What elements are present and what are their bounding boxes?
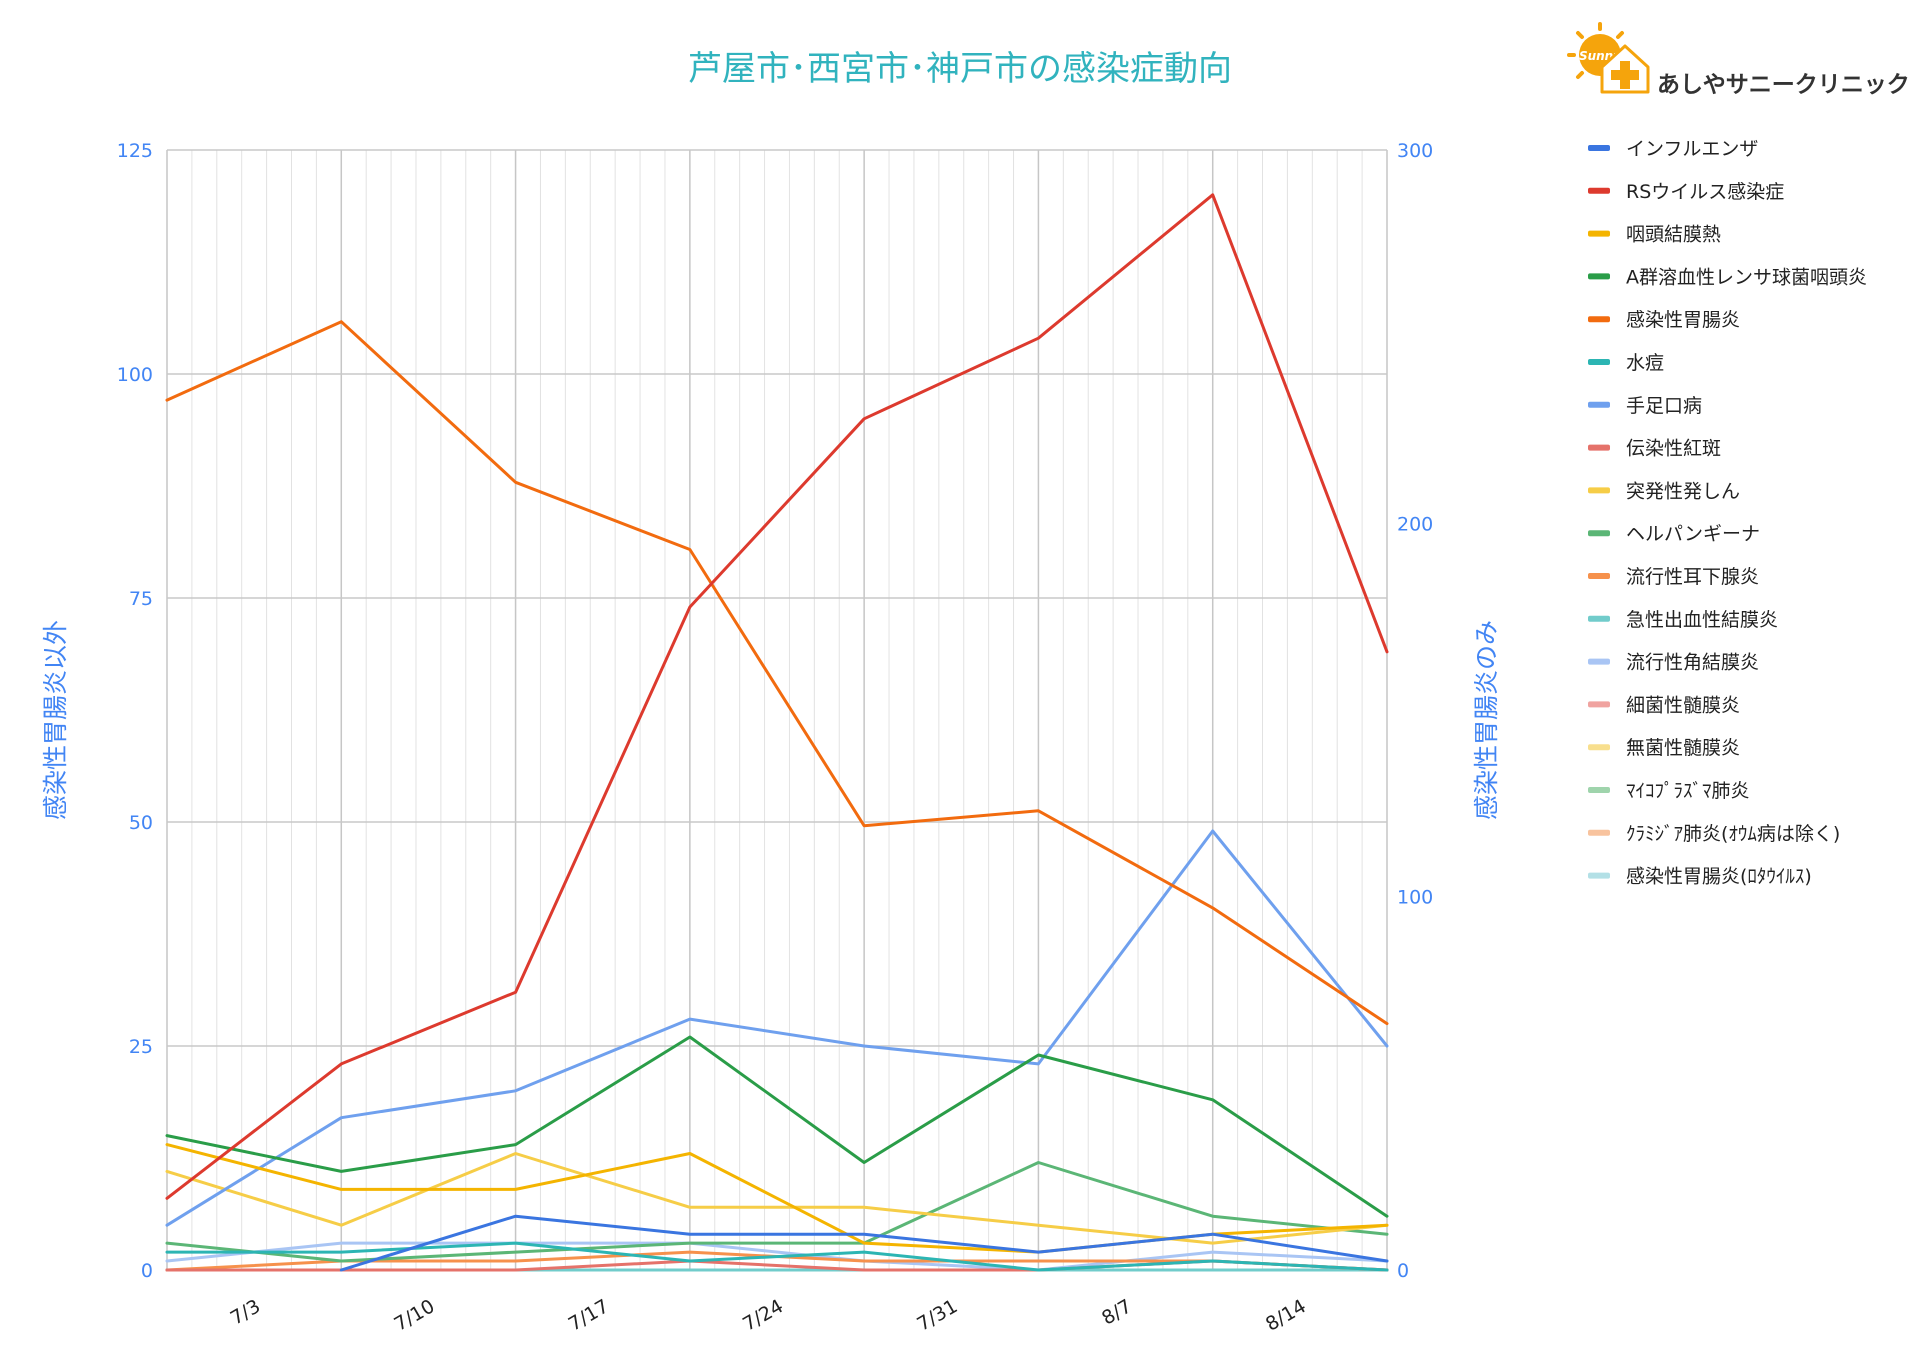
legend-item-label: A群溶血性レンサ球菌咽頭炎: [1626, 266, 1867, 288]
clinic-logo: Sunny あしやサニークリニック: [1567, 22, 1910, 98]
clinic-name: あしやサニークリニック: [1657, 72, 1910, 98]
x-tick-label: 7/31: [913, 1295, 961, 1335]
left-tick-label: 75: [129, 588, 153, 610]
legend-swatch: [1588, 701, 1610, 708]
legend-swatch: [1588, 530, 1610, 537]
series-line: [165, 1241, 1389, 1272]
legend-item-label: 伝染性紅斑: [1626, 438, 1721, 460]
x-axis-ticks: 7/3 7/10 7/17 7/24 7/31 8/7 8/14: [227, 1295, 1310, 1335]
legend-item-label: ヘルパンギーナ: [1626, 523, 1760, 545]
legend-item-label: 水痘: [1626, 352, 1664, 374]
series-line: [165, 829, 1389, 1227]
legend-swatch: [1588, 787, 1610, 793]
right-tick-label: 0: [1397, 1260, 1409, 1282]
legend-swatch: [1588, 658, 1610, 665]
legend-item-label: 細菌性髄膜炎: [1626, 694, 1740, 716]
series-line: [165, 193, 1389, 1200]
legend-item-label: RSウイルス感染症: [1626, 181, 1784, 203]
legend-item-label: 感染性胃腸炎: [1626, 309, 1740, 331]
legend-item-label: 流行性角結膜炎: [1626, 652, 1759, 674]
legend-swatch: [1588, 273, 1610, 280]
left-tick-label: 25: [129, 1036, 153, 1058]
legend-item-label: 感染性胃腸炎(ﾛﾀｳｲﾙｽ): [1626, 866, 1812, 888]
legend-swatch: [1588, 872, 1610, 879]
left-tick-label: 100: [117, 364, 153, 386]
x-tick-label: 8/7: [1098, 1295, 1135, 1329]
series-line: [165, 1035, 1389, 1218]
left-tick-label: 125: [117, 140, 153, 162]
legend-item-label: インフルエンザ: [1626, 138, 1758, 160]
x-tick-label: 7/3: [227, 1295, 264, 1329]
legend-swatch: [1588, 145, 1610, 151]
legend-swatch: [1588, 444, 1610, 451]
legend-swatch: [1588, 829, 1610, 836]
series-lines: [165, 193, 1389, 1272]
legend-swatch: [1588, 487, 1610, 494]
legend-swatch: [1588, 401, 1610, 408]
series-line: [165, 320, 1389, 1026]
legend-item-label: 無菌性髄膜炎: [1626, 737, 1740, 759]
legend-swatch: [1588, 187, 1610, 194]
legend-item-label: 流行性耳下腺炎: [1626, 566, 1759, 588]
series-line: [165, 1152, 1389, 1245]
left-tick-label: 50: [129, 812, 153, 834]
left-axis-title: 感染性胃腸炎以外: [41, 620, 70, 820]
grid: [166, 149, 1388, 1271]
legend-swatch: [1588, 615, 1610, 622]
legend-item-label: 突発性発しん: [1626, 480, 1740, 502]
right-tick-label: 200: [1397, 513, 1433, 535]
right-axis-title: 感染性胃腸炎のみ: [1472, 620, 1501, 820]
series-line: [165, 1241, 1389, 1272]
legend-swatch: [1588, 230, 1610, 237]
right-tick-label: 100: [1397, 887, 1433, 909]
legend-swatch: [1588, 316, 1610, 323]
legend-item-label: 急性出血性結膜炎: [1626, 609, 1778, 631]
legend-swatch: [1588, 573, 1610, 579]
x-tick-label: 7/17: [565, 1295, 613, 1335]
x-tick-label: 8/14: [1262, 1295, 1310, 1335]
legend-swatch: [1588, 359, 1610, 365]
right-axis-ticks: 0 100 200 300: [1397, 140, 1433, 1282]
left-axis-ticks: 0 25 50 75 100 125: [117, 140, 153, 1282]
legend-item-label: 手足口病: [1626, 395, 1702, 417]
left-tick-label: 0: [141, 1260, 153, 1282]
legend-item-label: ｸﾗﾐｼﾞｱ肺炎(ｵｳﾑ病は除く): [1626, 823, 1840, 845]
right-tick-label: 300: [1397, 140, 1433, 162]
legend-swatch: [1588, 744, 1610, 751]
series-line: [339, 1214, 1389, 1272]
series-line: [165, 1161, 1389, 1263]
chart-title: 芦屋市･西宮市･神戸市の感染症動向: [688, 49, 1232, 89]
legend-item-label: ﾏｲｺﾌﾟﾗｽﾞﾏ肺炎: [1626, 780, 1750, 802]
x-tick-label: 7/24: [739, 1295, 787, 1335]
x-tick-label: 7/10: [391, 1295, 439, 1335]
cross-icon: [1611, 61, 1639, 89]
legend-item-label: 咽頭結膜熱: [1626, 224, 1721, 246]
